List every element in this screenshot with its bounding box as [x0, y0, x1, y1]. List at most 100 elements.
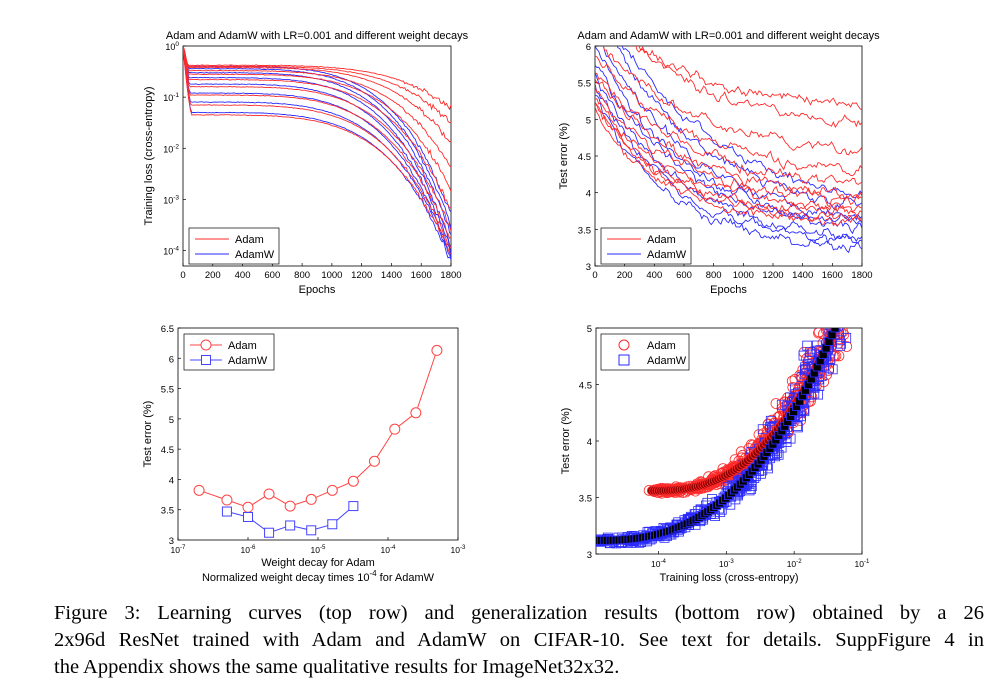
- x-axis-label: Epochs: [299, 284, 336, 296]
- data-point-adamw: [793, 422, 803, 433]
- legend-marker-adam: [618, 339, 630, 351]
- series-line-adam: [183, 46, 451, 143]
- series-line-adam: [629, 46, 862, 111]
- legend-label-adamw: AdamW: [647, 355, 687, 367]
- data-point-adamw: [221, 506, 232, 517]
- series-line-adam: [183, 46, 451, 111]
- y-tick-label: 6: [586, 42, 591, 53]
- x-tick-label: 800: [706, 270, 722, 281]
- x-tick-label: 1600: [411, 270, 432, 281]
- x-tick-label: 10-7: [171, 544, 187, 555]
- data-point-adam: [326, 484, 338, 496]
- data-point-adam: [813, 328, 824, 339]
- series-line-adamw: [595, 71, 862, 243]
- series-line-adam: [635, 46, 862, 128]
- series-line-adam: [183, 46, 451, 249]
- series-line-adamw: [183, 46, 451, 253]
- x-tick-label: 10-2: [787, 558, 803, 569]
- y-tick-label: 10-1: [163, 92, 179, 103]
- y-axis-label: Test error (%): [558, 123, 570, 190]
- chart-loss-vs-error: 10-4 10-3 10-2 10-1 3 3.5 4 4.5 5 Training loss (…: [560, 324, 871, 584]
- y-tick-label: 4: [169, 475, 174, 486]
- data-point-adamw: [776, 399, 787, 410]
- legend-label-adam: Adam: [647, 340, 676, 352]
- data-point-adamw: [243, 511, 253, 522]
- data-point-adamw: [827, 364, 838, 375]
- series-line-adamw: [595, 95, 862, 254]
- legend-label-adam: Adam: [647, 234, 676, 246]
- data-point-adamw: [327, 519, 338, 530]
- series-line-adam: [595, 106, 862, 227]
- series-line-adam: [595, 78, 862, 200]
- x-tick-label: 10-6: [241, 544, 257, 555]
- x-tick-label: 10-3: [719, 558, 735, 569]
- x-tick-label: 600: [676, 270, 692, 281]
- series-line-adam: [183, 46, 451, 239]
- data-point-adamw: [285, 520, 296, 531]
- series-line-adam: [595, 55, 862, 177]
- x-tick-label: 1400: [381, 270, 402, 281]
- y-axis-label: Test error (%): [142, 401, 154, 468]
- series-line-adamw: [616, 46, 862, 211]
- caption-line-2: 2x96d ResNet trained with Adam and AdamW…: [54, 629, 984, 651]
- x-tick-label: 400: [646, 270, 662, 281]
- figure-canvas: Adam and AdamW with LR=0.001 and differe…: [142, 30, 880, 584]
- data-point-adam: [794, 369, 806, 381]
- x-tick-label: 1200: [762, 270, 783, 281]
- x-tick-label: 200: [617, 270, 633, 281]
- y-tick-label: 4.5: [161, 445, 174, 456]
- series-line-adam: [595, 104, 862, 217]
- series-line-adam: [183, 46, 451, 124]
- legend-label-adam: Adam: [235, 234, 264, 246]
- data-point-adam: [368, 455, 380, 467]
- x-tick-label: 10-1: [855, 558, 871, 569]
- y-tick-label: 10-2: [163, 143, 179, 154]
- data-point-adamw: [805, 347, 816, 357]
- legend-box: [183, 333, 275, 371]
- y-tick-label: 3: [587, 550, 592, 561]
- data-point-adamw: [835, 340, 846, 351]
- legend-label-adamw: AdamW: [647, 249, 687, 261]
- data-point-adamw: [835, 335, 845, 346]
- y-tick-label: 10-4: [163, 246, 179, 257]
- legend-label-adamw: AdamW: [235, 249, 275, 261]
- y-tick-label: 5.5: [578, 79, 591, 90]
- y-tick-label: 3: [586, 262, 591, 273]
- data-point-adam: [193, 484, 205, 496]
- data-point-adamw: [792, 421, 802, 432]
- data-point-adamw: [836, 338, 846, 349]
- chart-training-loss: Adam and AdamW with LR=0.001 and differe…: [143, 30, 469, 296]
- series-line-adamw: [183, 46, 451, 261]
- data-point-adam: [762, 418, 774, 430]
- legend: [600, 227, 692, 265]
- data-point-adam: [833, 350, 845, 362]
- legend: [188, 227, 280, 265]
- data-point-adamw: [814, 381, 825, 391]
- series-line-adam: [183, 46, 451, 168]
- series-line-adam: [595, 98, 862, 213]
- data-point-adamw: [812, 340, 822, 351]
- x-tick-label: 1800: [851, 270, 872, 281]
- x-tick-label: 1600: [822, 270, 843, 281]
- scatter-points: [596, 328, 853, 549]
- data-point-adamw: [812, 328, 823, 329]
- x-tick-label: 600: [264, 270, 280, 281]
- legend: Adam AdamW: [183, 333, 275, 371]
- data-point-adamw: [824, 362, 834, 373]
- data-point-adamw: [348, 501, 359, 512]
- x-tick-label: 1000: [321, 270, 342, 281]
- data-point-adamw: [306, 525, 317, 536]
- y-axis-label: Training loss (cross-entropy): [143, 87, 155, 226]
- y-tick-label: 6.5: [161, 324, 174, 335]
- series-group: [595, 46, 862, 254]
- data-point-adam: [221, 494, 233, 506]
- y-tick-label: 3: [169, 536, 174, 547]
- chart-title: Adam and AdamW with LR=0.001 and differe…: [166, 30, 469, 42]
- legend-label-adamw: AdamW: [228, 355, 268, 367]
- data-point-adam: [410, 407, 422, 419]
- caption-line-1: Figure 3: Learning curves (top row) and …: [54, 602, 984, 624]
- series-line-adamw: [183, 46, 451, 258]
- legend-marker-adamw: [201, 355, 211, 365]
- series-line-adamw: [595, 46, 862, 225]
- data-point-adam: [431, 344, 443, 356]
